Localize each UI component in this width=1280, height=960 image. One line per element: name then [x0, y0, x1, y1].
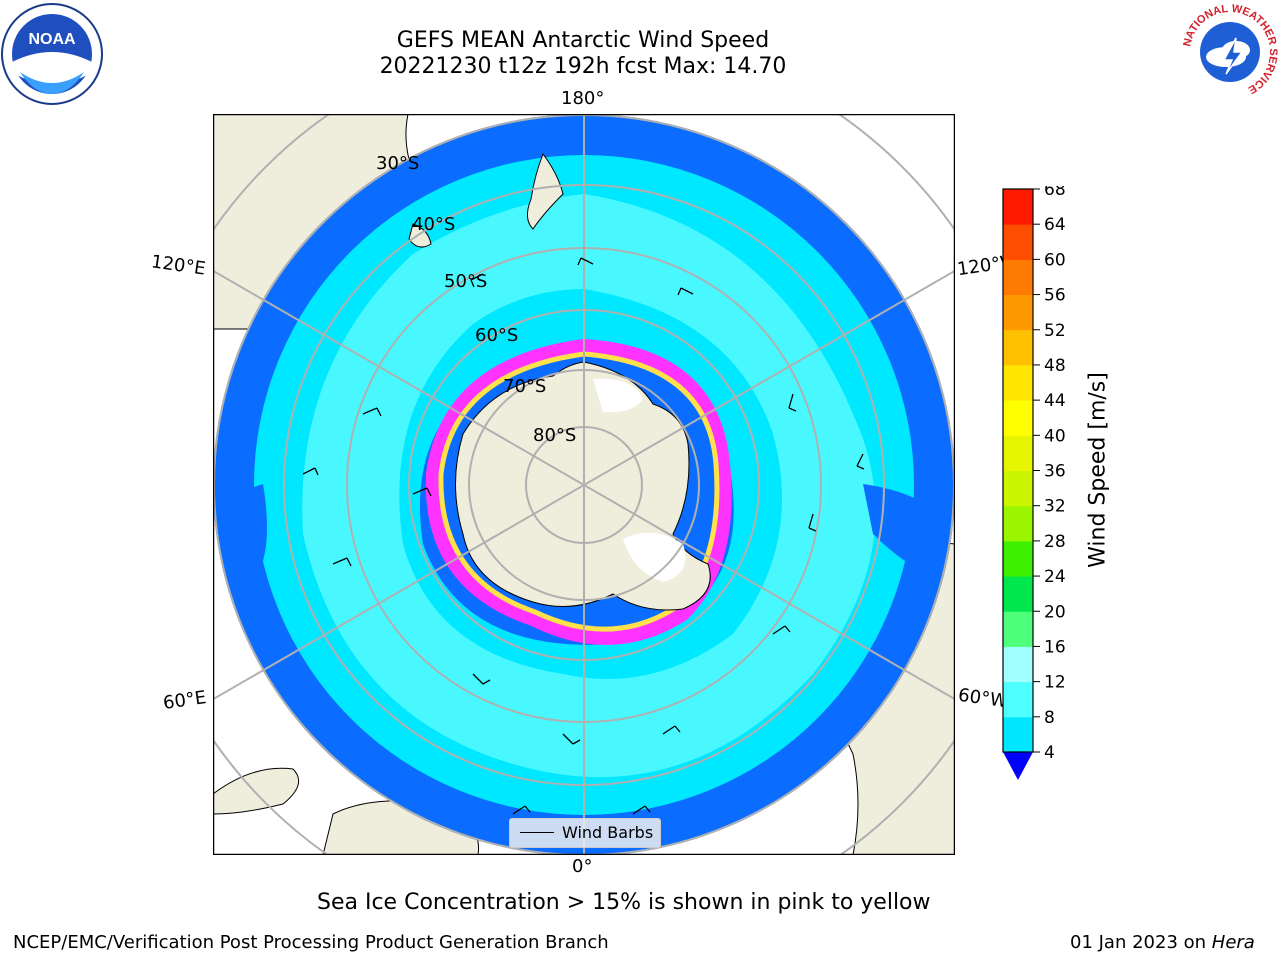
sea-ice-note: Sea Ice Concentration > 15% is shown in … [317, 890, 931, 915]
colorbar-segment [1003, 294, 1033, 331]
weddell-ice-shelf [623, 532, 686, 582]
colorbar-segment [1003, 681, 1033, 718]
meridian-lines [213, 114, 955, 855]
polar-map: 30°S 40°S 50°S 60°S 70°S 80°S [213, 114, 955, 855]
new-zealand-land [527, 152, 564, 230]
colorbar-tick-label: 4 [1044, 743, 1055, 763]
wind-barbs [302, 257, 865, 815]
lon-label-60e: 60°E [161, 687, 208, 714]
colorbar-tick-label: 52 [1044, 321, 1066, 341]
colorbar: 68 64 60 56 52 48 44 40 36 32 28 24 20 16 12 8 4 [1002, 186, 1066, 780]
legend-label: Wind Barbs [562, 823, 654, 842]
nws-logo: NATIONAL WEATHER SERVICE [1181, 3, 1279, 99]
colorbar-tick-label: 32 [1044, 497, 1066, 517]
colorbar-segment [1003, 611, 1033, 647]
colorbar-segment [1003, 576, 1033, 612]
lat-label-30s: 30°S [376, 153, 419, 174]
colorbar-segment [1003, 540, 1033, 577]
lon-label-180: 180° [561, 88, 605, 109]
chart-subtitle: 20221230 t12z 192h fcst Max: 14.70 [379, 54, 787, 79]
date-label: 01 Jan 2023 on [1070, 932, 1212, 953]
colorbar-tick-label: 8 [1044, 708, 1055, 728]
lat-label-40s: 40°S [412, 214, 455, 235]
colorbar-title: Wind Speed [m/s] [1085, 372, 1111, 568]
colorbar-segment [1003, 646, 1033, 683]
colorbar-tick-label: 24 [1044, 567, 1066, 587]
colorbar-segment [1003, 189, 1033, 225]
ross-ice-shelf [593, 378, 643, 413]
colorbar-tick-label: 36 [1044, 462, 1066, 482]
map-border [213, 114, 955, 855]
colorbar-tick-label: 40 [1044, 426, 1066, 446]
colorbar-tick-label: 12 [1044, 673, 1066, 693]
colorbar-segment [1003, 400, 1033, 436]
legend-line-swatch [520, 832, 554, 833]
credit-text: NCEP/EMC/Verification Post Processing Pr… [13, 932, 609, 953]
noaa-logo: NOAA [1, 3, 103, 105]
colorbar-tick-label: 56 [1044, 286, 1066, 306]
lat-label-70s: 70°S [503, 376, 546, 397]
lat-label-80s: 80°S [533, 425, 576, 446]
colorbar-tick-label: 20 [1044, 602, 1066, 622]
sea-ice-edge [425, 338, 732, 645]
lon-label-120e: 120°E [149, 251, 207, 280]
tasmania-land [408, 223, 432, 248]
lon-label-0: 0° [572, 856, 593, 877]
colorbar-tick-label: 48 [1044, 356, 1066, 376]
colorbar-segment [1003, 435, 1033, 471]
colorbar-tick-label: 64 [1044, 215, 1066, 235]
colorbar-tick-label: 16 [1044, 637, 1066, 657]
host-name: Hera [1211, 932, 1255, 953]
colorbar-segment [1003, 224, 1033, 260]
colorbar-tick-label: 60 [1044, 250, 1066, 270]
colorbar-extend-arrow [1003, 752, 1033, 780]
chart-title: GEFS MEAN Antarctic Wind Speed [396, 28, 770, 53]
colorbar-segment [1003, 329, 1033, 366]
sea-ice-inner [438, 351, 720, 632]
colorbar-segment [1003, 364, 1033, 401]
colorbar-tick-label: 44 [1044, 391, 1066, 411]
colorbar-segment [1003, 716, 1033, 753]
lat-label-50s: 50°S [444, 271, 487, 292]
colorbar-segment [1003, 259, 1033, 296]
colorbar-tick-label: 68 [1044, 186, 1066, 200]
lat-label-60s: 60°S [475, 325, 518, 346]
colorbar-segment [1003, 505, 1033, 542]
noaa-logo-text: NOAA [28, 31, 76, 48]
legend: Wind Barbs [509, 818, 661, 848]
colorbar-tick-label: 28 [1044, 532, 1066, 552]
colorbar-segment [1003, 470, 1033, 507]
madagascar-land [213, 767, 300, 815]
date-text: 01 Jan 2023 on Hera [1070, 932, 1255, 953]
